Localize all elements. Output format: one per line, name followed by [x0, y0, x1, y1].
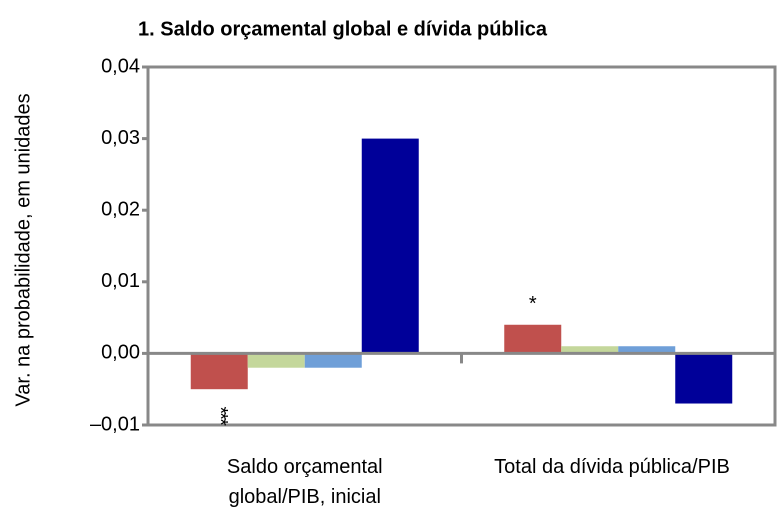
x-tick-label: Total da dívida pública/PIB — [494, 456, 730, 478]
bar — [304, 353, 362, 368]
y-tick-label: 0,00 — [101, 342, 140, 364]
x-tick-label: Saldo orçamental global/PIB, inicial — [226, 456, 383, 508]
y-tick-label: 0,02 — [101, 198, 140, 220]
bar — [247, 353, 305, 368]
annotation: *** — [209, 407, 231, 427]
plot-frame — [146, 65, 777, 427]
bar — [675, 353, 733, 404]
y-tick-label: –0,01 — [90, 413, 140, 435]
annotation: * — [529, 293, 537, 315]
bar — [190, 353, 248, 390]
y-tick-label: 0,03 — [101, 127, 140, 149]
bar — [504, 324, 562, 354]
bar — [618, 346, 676, 354]
bar — [561, 346, 619, 354]
y-tick-label: 0,04 — [101, 55, 140, 77]
y-axis-label: Var. na probabilidade, em unidades — [12, 93, 34, 406]
bar — [361, 138, 419, 354]
y-tick-label: 0,01 — [101, 270, 140, 292]
chart-title: 1. Saldo orçamental global e dívida públ… — [138, 18, 548, 40]
